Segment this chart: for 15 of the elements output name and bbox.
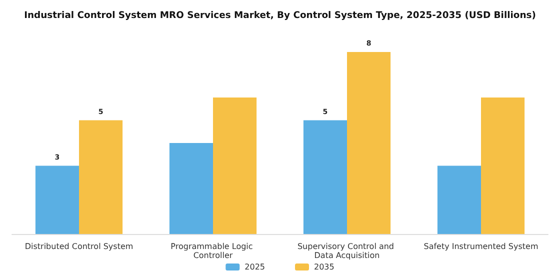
bar	[347, 52, 391, 234]
chart-title: Industrial Control System MRO Services Market, By Control System Type, 2025-2035 (USD Billions)	[24, 10, 536, 21]
legend-label: 2025	[244, 262, 265, 272]
x-tick-label: Supervisory Control and Data Acquisition	[297, 242, 397, 260]
bar	[437, 166, 481, 234]
bar	[213, 98, 257, 234]
x-tick-label: Programmable Logic Controller	[170, 242, 256, 260]
bar	[79, 120, 123, 234]
bar	[303, 120, 347, 234]
x-tick-label: Distributed Control System	[24, 242, 134, 251]
bar	[481, 98, 525, 234]
legend-label: 2035	[314, 262, 334, 272]
bar	[35, 166, 79, 234]
x-tick-label: Safety Instrumented System	[424, 242, 538, 251]
bar	[169, 143, 213, 234]
